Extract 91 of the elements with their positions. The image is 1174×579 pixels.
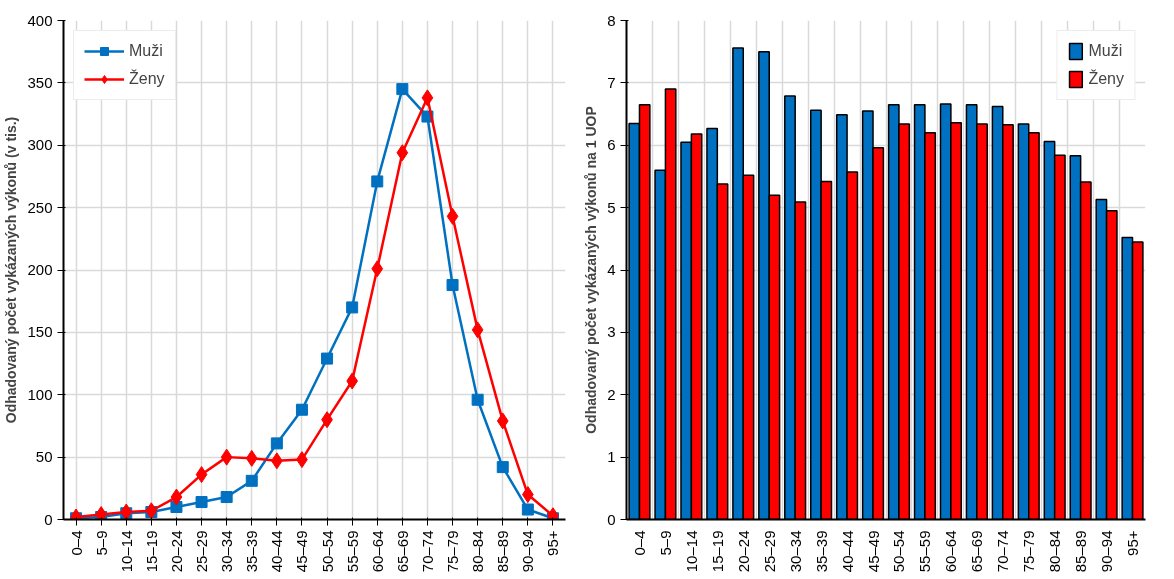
point: [220, 448, 233, 466]
x-tick-label: 65–69: [968, 530, 986, 573]
point: [421, 89, 434, 107]
point: [245, 474, 258, 487]
x-tick-label: 70–74: [418, 530, 436, 573]
point: [496, 461, 509, 474]
legend-label: Ženy: [129, 70, 165, 88]
y-axis-title: Odhadovaný počet vykázaných výkonů na 1 UOP: [583, 106, 600, 434]
x-tick-label: 25–29: [193, 530, 211, 573]
point: [496, 412, 509, 430]
x-tick-label: 70–74: [994, 530, 1012, 573]
legend-label: Ženy: [1088, 70, 1124, 88]
point: [321, 352, 334, 365]
x-tick-label: 15–19: [142, 530, 160, 573]
y-axis-title: Odhadovaný počet vykázaných výkonů (v tis.): [3, 116, 20, 424]
x-tick-label: 55–59: [916, 530, 934, 573]
y-tick-label: 150: [27, 323, 53, 341]
x-tick-label: 50–54: [890, 530, 908, 573]
x-tick-label: 40–44: [268, 530, 286, 573]
x-tick-label: 40–44: [838, 530, 856, 573]
x-tick-label: 85–89: [494, 530, 512, 573]
point: [120, 503, 133, 520]
x-tick-label: 95+: [1124, 530, 1142, 556]
point: [145, 502, 158, 520]
x-tick-label: 55–59: [343, 530, 361, 573]
point: [371, 175, 384, 188]
y-tick-label: 350: [27, 73, 53, 91]
point: [270, 437, 283, 450]
x-tick-label: 45–49: [293, 530, 311, 573]
x-tick-label: 75–79: [444, 530, 462, 573]
y-tick-label: 200: [27, 261, 53, 278]
x-tick-label: 0–4: [67, 530, 85, 556]
x-tick-label: 20–24: [734, 530, 752, 573]
x-tick-label: 30–34: [218, 530, 236, 573]
point: [521, 503, 534, 516]
y-tick-label: 2: [607, 385, 616, 403]
y-tick-label: 3: [607, 323, 616, 341]
y-tick-label: 0: [607, 510, 616, 528]
x-tick-label: 35–39: [243, 530, 261, 573]
y-tick-label: 7: [607, 73, 616, 91]
point: [471, 321, 484, 339]
x-tick-label: 5–9: [656, 530, 674, 556]
x-tick-label: 25–29: [760, 530, 778, 573]
legend-label: Muži: [129, 42, 163, 60]
point: [471, 393, 484, 406]
x-tick-label: 90–94: [1098, 530, 1116, 573]
point: [371, 260, 384, 278]
x-tick-label: 0–4: [630, 530, 648, 556]
x-tick-label: 50–54: [318, 530, 336, 573]
y-tick-label: 0: [44, 510, 53, 528]
point: [95, 506, 107, 520]
x-tick-label: 10–14: [682, 530, 700, 573]
y-tick-label: 400: [27, 11, 53, 29]
point: [170, 488, 183, 506]
y-tick-label: 100: [27, 385, 53, 403]
point: [245, 449, 258, 467]
point: [446, 207, 459, 225]
y-tick-label: 5: [607, 198, 616, 216]
x-tick-label: 80–84: [1046, 530, 1064, 573]
y-tick-label: 250: [27, 198, 53, 216]
x-tick-label: 5–9: [92, 530, 110, 556]
x-tick-label: 15–19: [708, 530, 726, 573]
y-tick-label: 6: [607, 136, 616, 154]
x-tick-label: 45–49: [864, 530, 882, 573]
x-tick-label: 65–69: [393, 530, 411, 573]
legend-label: Muži: [1088, 42, 1123, 60]
y-tick-label: 50: [35, 448, 53, 466]
x-tick-label: 75–79: [1020, 530, 1038, 573]
x-tick-label: 60–64: [942, 530, 960, 573]
point: [295, 403, 308, 416]
point: [396, 144, 409, 162]
point: [446, 278, 459, 291]
point: [396, 83, 409, 96]
x-tick-label: 60–64: [368, 530, 386, 573]
point: [170, 501, 183, 514]
x-tick-label: 95+: [544, 530, 562, 556]
x-tick-label: 90–94: [519, 530, 537, 573]
point: [346, 301, 359, 314]
x-tick-label: 80–84: [469, 530, 487, 573]
point: [195, 466, 208, 484]
x-tick-label: 30–34: [786, 530, 804, 573]
point: [195, 496, 208, 509]
x-tick-label: 10–14: [117, 530, 135, 573]
point: [220, 491, 233, 504]
x-tick-label: 85–89: [1072, 530, 1090, 573]
y-tick-label: 1: [607, 448, 616, 466]
x-tick-label: 20–24: [167, 530, 185, 573]
y-tick-label: 300: [27, 136, 53, 154]
x-tick-label: 35–39: [812, 530, 830, 573]
y-tick-label: 8: [607, 11, 616, 29]
y-tick-label: 4: [607, 261, 616, 278]
